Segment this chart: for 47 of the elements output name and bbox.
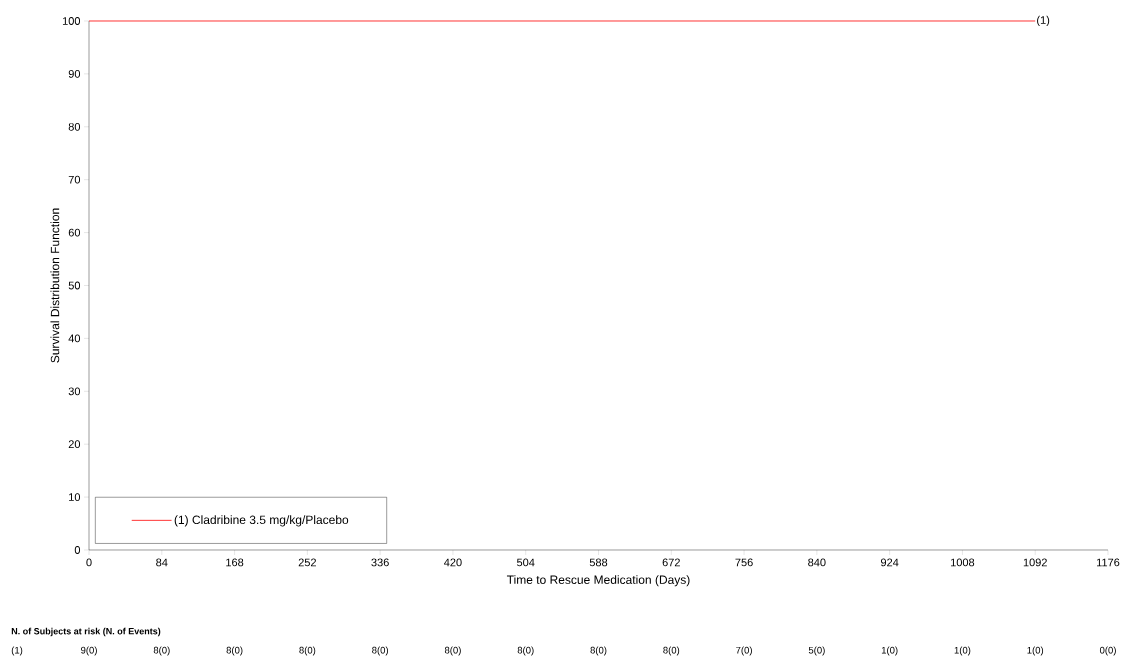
x-tick-label: 924	[880, 558, 899, 567]
text: 1(0)	[1027, 646, 1044, 656]
text: 8(0)	[372, 646, 389, 656]
legend-label: (1) Cladribine 3.5 mg/kg/Placebo	[174, 515, 349, 527]
x-tick-label: 1092	[1023, 558, 1047, 567]
x-tick-label: 756	[735, 558, 753, 567]
text: 8(0)	[153, 646, 170, 656]
text: 8(0)	[444, 646, 461, 656]
text: 1(0)	[954, 646, 971, 656]
y-tick-label: 70	[68, 175, 81, 184]
y-tick-label: 30	[68, 387, 81, 396]
text: 8(0)	[299, 646, 316, 656]
x-tick-label: 252	[298, 558, 316, 567]
x-tick-label: 84	[156, 558, 168, 567]
y-tick-label: 40	[68, 334, 81, 343]
text: 8(0)	[517, 646, 534, 656]
x-tick-label: 168	[226, 558, 244, 567]
y-tick-label: 60	[68, 228, 81, 237]
text: 5(0)	[808, 646, 825, 656]
y-tick-label: 100	[62, 17, 81, 25]
x-tick-label: 420	[444, 558, 462, 567]
text: 1(0)	[881, 646, 898, 656]
text: 8(0)	[590, 646, 607, 656]
y-tick-label: 0	[74, 546, 81, 554]
text: 9(0)	[81, 646, 97, 656]
x-tick-label: 1176	[1097, 558, 1120, 567]
y-tick-label: 80	[68, 122, 81, 131]
text: 7(0)	[736, 646, 752, 656]
y-tick-label: 90	[68, 70, 81, 78]
x-tick-label: 672	[662, 558, 680, 567]
annotation: (1)	[1037, 15, 1050, 27]
x-tick-label: 504	[516, 558, 535, 567]
text: 8(0)	[663, 646, 680, 656]
x-tick-label: 0	[86, 558, 92, 567]
y-tick-label: 20	[68, 440, 81, 449]
x-tick-label: 588	[589, 558, 608, 567]
text: 0(0)	[1099, 646, 1116, 656]
y-tick-label: 50	[68, 281, 81, 290]
text: 8(0)	[226, 646, 243, 656]
text: (1)	[11, 646, 23, 656]
y-tick-label: 10	[69, 493, 81, 501]
y-axis-title: Survival Distribution Function	[50, 208, 60, 363]
x-axis-title: Time to Rescue Medication (Days)	[506, 575, 690, 587]
text: N. of Subjects at risk (N. of Events)	[11, 627, 161, 637]
x-tick-label: 336	[371, 558, 389, 567]
x-tick-label: 1008	[951, 558, 975, 567]
x-tick-label: 840	[808, 558, 826, 567]
